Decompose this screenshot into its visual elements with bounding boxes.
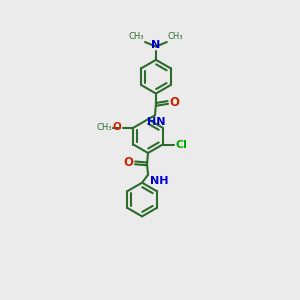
Text: CH₃: CH₃ bbox=[168, 32, 183, 40]
Text: N: N bbox=[151, 40, 160, 50]
Text: CH₃: CH₃ bbox=[129, 32, 144, 40]
Text: Cl: Cl bbox=[175, 140, 187, 150]
Text: NH: NH bbox=[150, 176, 169, 186]
Text: CH₃: CH₃ bbox=[97, 123, 112, 132]
Text: HN: HN bbox=[147, 117, 166, 127]
Text: O: O bbox=[113, 122, 122, 132]
Text: O: O bbox=[123, 156, 133, 169]
Text: O: O bbox=[170, 95, 180, 109]
